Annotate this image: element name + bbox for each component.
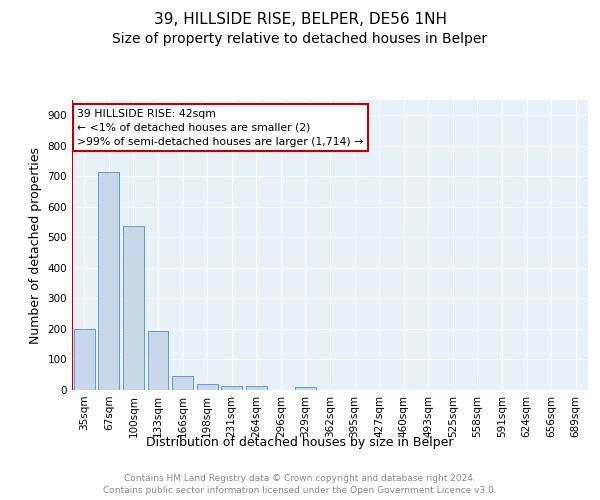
Bar — [295, 387, 316, 390]
Bar — [221, 386, 242, 390]
Bar — [74, 329, 95, 390]
Bar — [197, 384, 218, 390]
Bar — [246, 386, 267, 390]
Bar — [123, 226, 144, 390]
Y-axis label: Number of detached properties: Number of detached properties — [29, 146, 42, 344]
Text: 39 HILLSIDE RISE: 42sqm
← <1% of detached houses are smaller (2)
>99% of semi-de: 39 HILLSIDE RISE: 42sqm ← <1% of detache… — [77, 108, 364, 146]
Text: 39, HILLSIDE RISE, BELPER, DE56 1NH: 39, HILLSIDE RISE, BELPER, DE56 1NH — [154, 12, 446, 28]
Text: Distribution of detached houses by size in Belper: Distribution of detached houses by size … — [146, 436, 454, 449]
Bar — [148, 332, 169, 390]
Text: Size of property relative to detached houses in Belper: Size of property relative to detached ho… — [112, 32, 488, 46]
Bar — [98, 172, 119, 390]
Text: Contains HM Land Registry data © Crown copyright and database right 2024.
Contai: Contains HM Land Registry data © Crown c… — [103, 474, 497, 495]
Bar — [172, 376, 193, 390]
